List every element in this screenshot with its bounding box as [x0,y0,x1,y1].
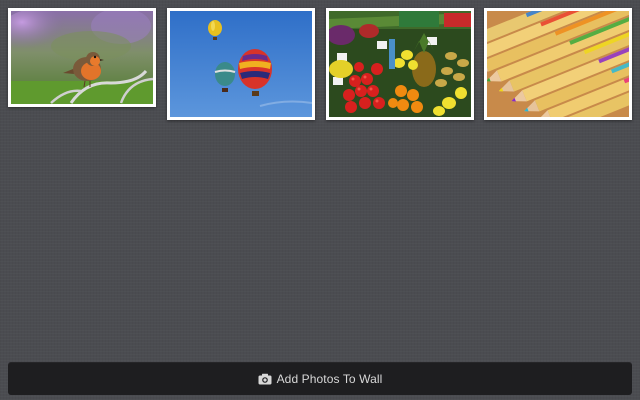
pencils-image [487,11,629,117]
photo-pencils[interactable] [484,8,632,120]
vegetables-image [329,11,471,117]
photo-robin[interactable] [8,8,156,107]
robin-image [11,11,153,104]
camera-icon [258,373,272,384]
photo-wall [8,8,632,120]
balloons-image [170,11,312,117]
add-photos-label: Add Photos To Wall [276,371,383,386]
photo-vegetables[interactable] [326,8,474,120]
add-photos-button[interactable]: Add Photos To Wall [8,362,632,395]
photo-balloons[interactable] [167,8,315,120]
